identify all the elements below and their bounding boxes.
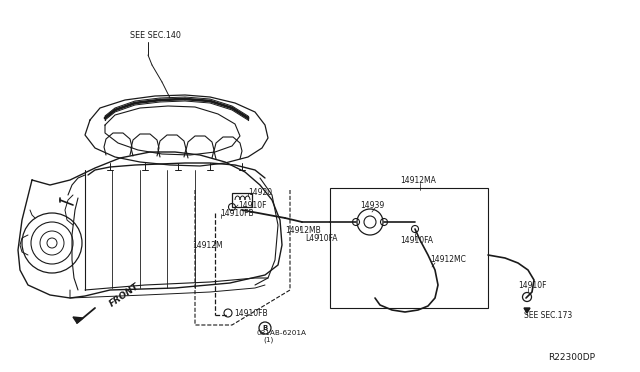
Text: 14910FA: 14910FA [400, 235, 433, 244]
Text: 081AB-6201A: 081AB-6201A [257, 330, 307, 336]
Text: R22300DP: R22300DP [548, 353, 595, 362]
Text: 14910FB: 14910FB [234, 308, 268, 317]
Text: L4910FA: L4910FA [305, 234, 337, 243]
Text: 14920: 14920 [248, 187, 272, 196]
Text: 14912MC: 14912MC [430, 256, 466, 264]
Text: 14910F: 14910F [518, 280, 547, 289]
Polygon shape [524, 308, 530, 313]
Polygon shape [73, 317, 83, 323]
Bar [232, 193, 252, 207]
Text: FRONT: FRONT [108, 282, 141, 308]
Text: SEE SEC.173: SEE SEC.173 [524, 311, 572, 321]
Text: (1): (1) [263, 337, 273, 343]
Text: SEE SEC.140: SEE SEC.140 [130, 31, 181, 39]
Text: 14910F: 14910F [238, 201, 266, 209]
Bar [330, 188, 488, 308]
Text: 14912MB: 14912MB [285, 225, 321, 234]
Text: B: B [262, 325, 268, 331]
Text: 14912M: 14912M [192, 241, 223, 250]
Text: 14910FB: 14910FB [220, 208, 253, 218]
Text: 14939: 14939 [360, 201, 384, 209]
Text: 14912MA: 14912MA [400, 176, 436, 185]
